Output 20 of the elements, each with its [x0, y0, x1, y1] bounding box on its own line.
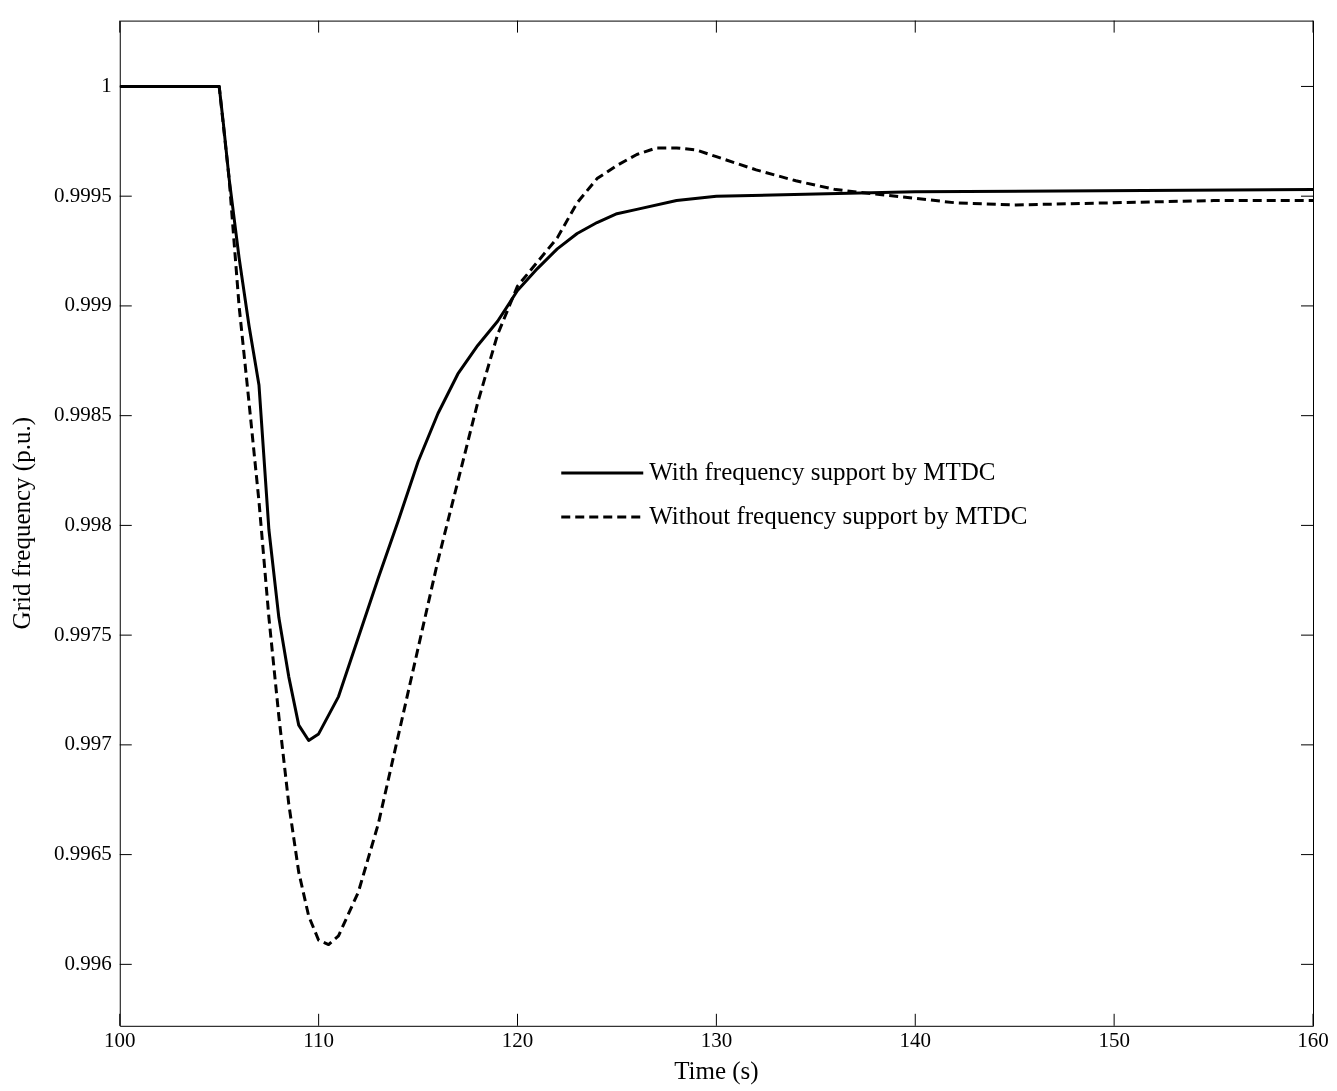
- x-tick-label: 130: [700, 1027, 733, 1052]
- x-tick-label: 110: [303, 1027, 334, 1052]
- x-tick-label: 160: [1297, 1027, 1329, 1052]
- y-tick-label: 0.997: [64, 731, 112, 756]
- x-tick-label: 150: [1098, 1027, 1130, 1052]
- x-tick-label: 120: [501, 1027, 534, 1052]
- legend-label: With frequency support by MTDC: [649, 457, 996, 485]
- legend-label: Without frequency support by MTDC: [649, 501, 1028, 529]
- y-tick-label: 0.999: [64, 292, 112, 317]
- y-tick-label: 0.996: [64, 950, 112, 975]
- x-tick-label: 140: [899, 1027, 931, 1052]
- y-tick-label: 0.9965: [54, 841, 112, 866]
- x-tick-label: 100: [104, 1027, 136, 1052]
- y-tick-label: 0.9995: [54, 182, 112, 207]
- y-tick-label: 0.9975: [54, 621, 112, 646]
- x-axis-title: Time (s): [674, 1056, 759, 1085]
- y-tick-label: 0.9985: [54, 402, 112, 427]
- y-tick-label: 1: [101, 72, 112, 97]
- y-axis-title: Grid frequency (p.u.): [7, 416, 36, 630]
- y-tick-label: 0.998: [64, 511, 112, 536]
